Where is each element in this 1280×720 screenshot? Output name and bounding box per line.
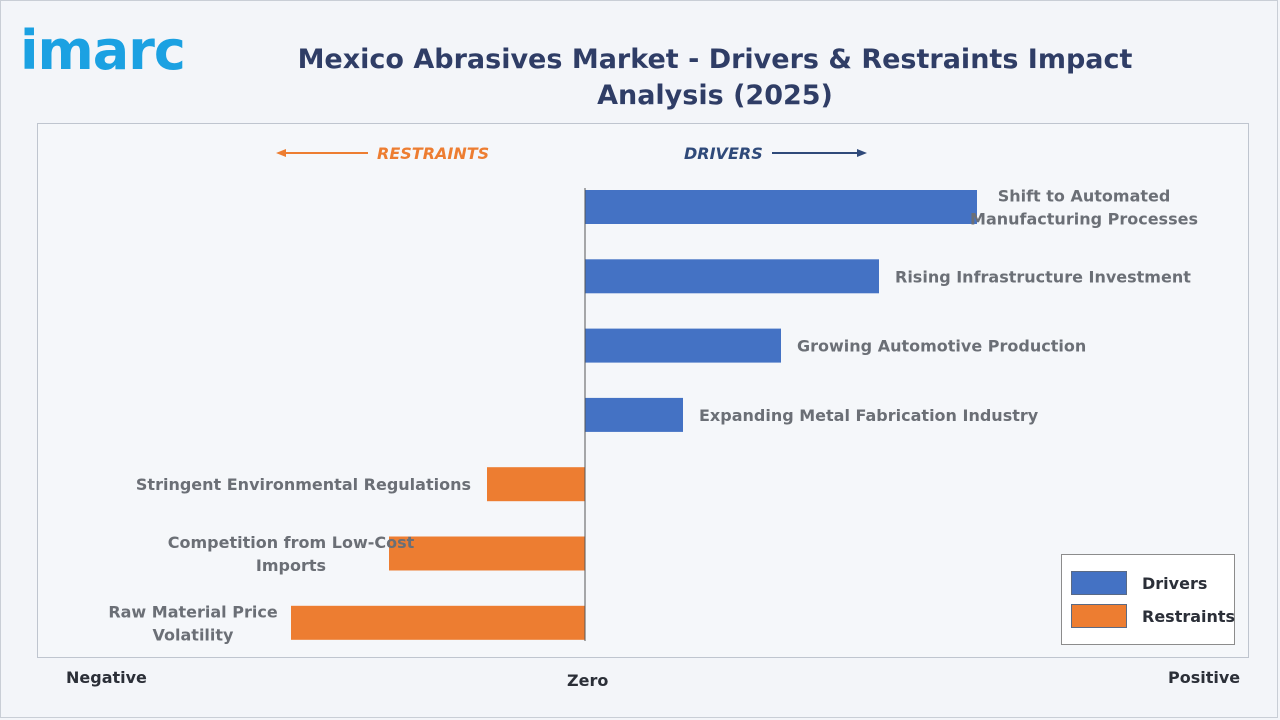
bar-label-4: Expanding Metal Fabrication Industry xyxy=(699,406,1039,425)
legend-item-drivers: Drivers xyxy=(1071,571,1207,595)
legend-label-restraints: Restraints xyxy=(1142,606,1236,626)
bar-6 xyxy=(389,536,585,571)
bar-4 xyxy=(585,397,683,432)
axis-negative-label: Negative xyxy=(66,668,147,687)
bars-group: Shift to Automated Manufacturing Processe… xyxy=(108,187,1198,645)
bar-label-6: Competition from Low-Cost Imports xyxy=(168,533,415,575)
restraints-arrow-head xyxy=(276,149,286,157)
bar-label-5: Stringent Environmental Regulations xyxy=(136,475,471,494)
legend-swatch-restraints xyxy=(1071,604,1127,628)
bar-label-line: Rising Infrastructure Investment xyxy=(895,267,1191,286)
bar-5 xyxy=(487,467,585,502)
bar-label-line: Growing Automotive Production xyxy=(797,337,1086,356)
restraints-direction: RESTRAINTS xyxy=(276,144,489,163)
bar-label-line: Stringent Environmental Regulations xyxy=(136,475,471,494)
bar-label-2: Rising Infrastructure Investment xyxy=(895,267,1191,286)
chart-title: Mexico Abrasives Market - Drivers & Rest… xyxy=(297,44,1133,111)
bar-label-1: Shift to Automated Manufacturing Processe… xyxy=(970,187,1198,229)
bar-label-line: Imports xyxy=(256,556,326,575)
drivers-direction-label: DRIVERS xyxy=(684,144,763,163)
bar-label-line: Competition from Low-Cost xyxy=(168,533,415,552)
bar-label-line: Expanding Metal Fabrication Industry xyxy=(699,406,1039,425)
bar-2 xyxy=(585,259,879,294)
bar-label-7: Raw Material Price Volatility xyxy=(108,602,278,644)
legend: Drivers Restraints xyxy=(1061,554,1235,645)
drivers-arrow-head xyxy=(857,149,867,157)
bar-label-line: Raw Material Price xyxy=(108,602,278,621)
legend-label-drivers: Drivers xyxy=(1142,573,1208,593)
restraints-direction-label: RESTRAINTS xyxy=(377,144,489,163)
bar-label-line: Manufacturing Processes xyxy=(970,210,1198,229)
imarc-logo: imarc xyxy=(20,19,186,82)
bar-label-line: Volatility xyxy=(153,625,235,644)
drivers-direction: DRIVERS xyxy=(684,144,867,163)
bar-3 xyxy=(585,328,781,363)
legend-swatch-drivers xyxy=(1071,571,1127,595)
bar-label-3: Growing Automotive Production xyxy=(797,337,1086,356)
bar-label-line: Shift to Automated xyxy=(998,187,1171,206)
legend-item-restraints: Restraints xyxy=(1071,604,1235,628)
axis-zero-label: Zero xyxy=(567,671,609,690)
bar-7 xyxy=(291,605,585,640)
bar-1 xyxy=(585,190,977,224)
axis-positive-label: Positive xyxy=(1168,668,1241,687)
